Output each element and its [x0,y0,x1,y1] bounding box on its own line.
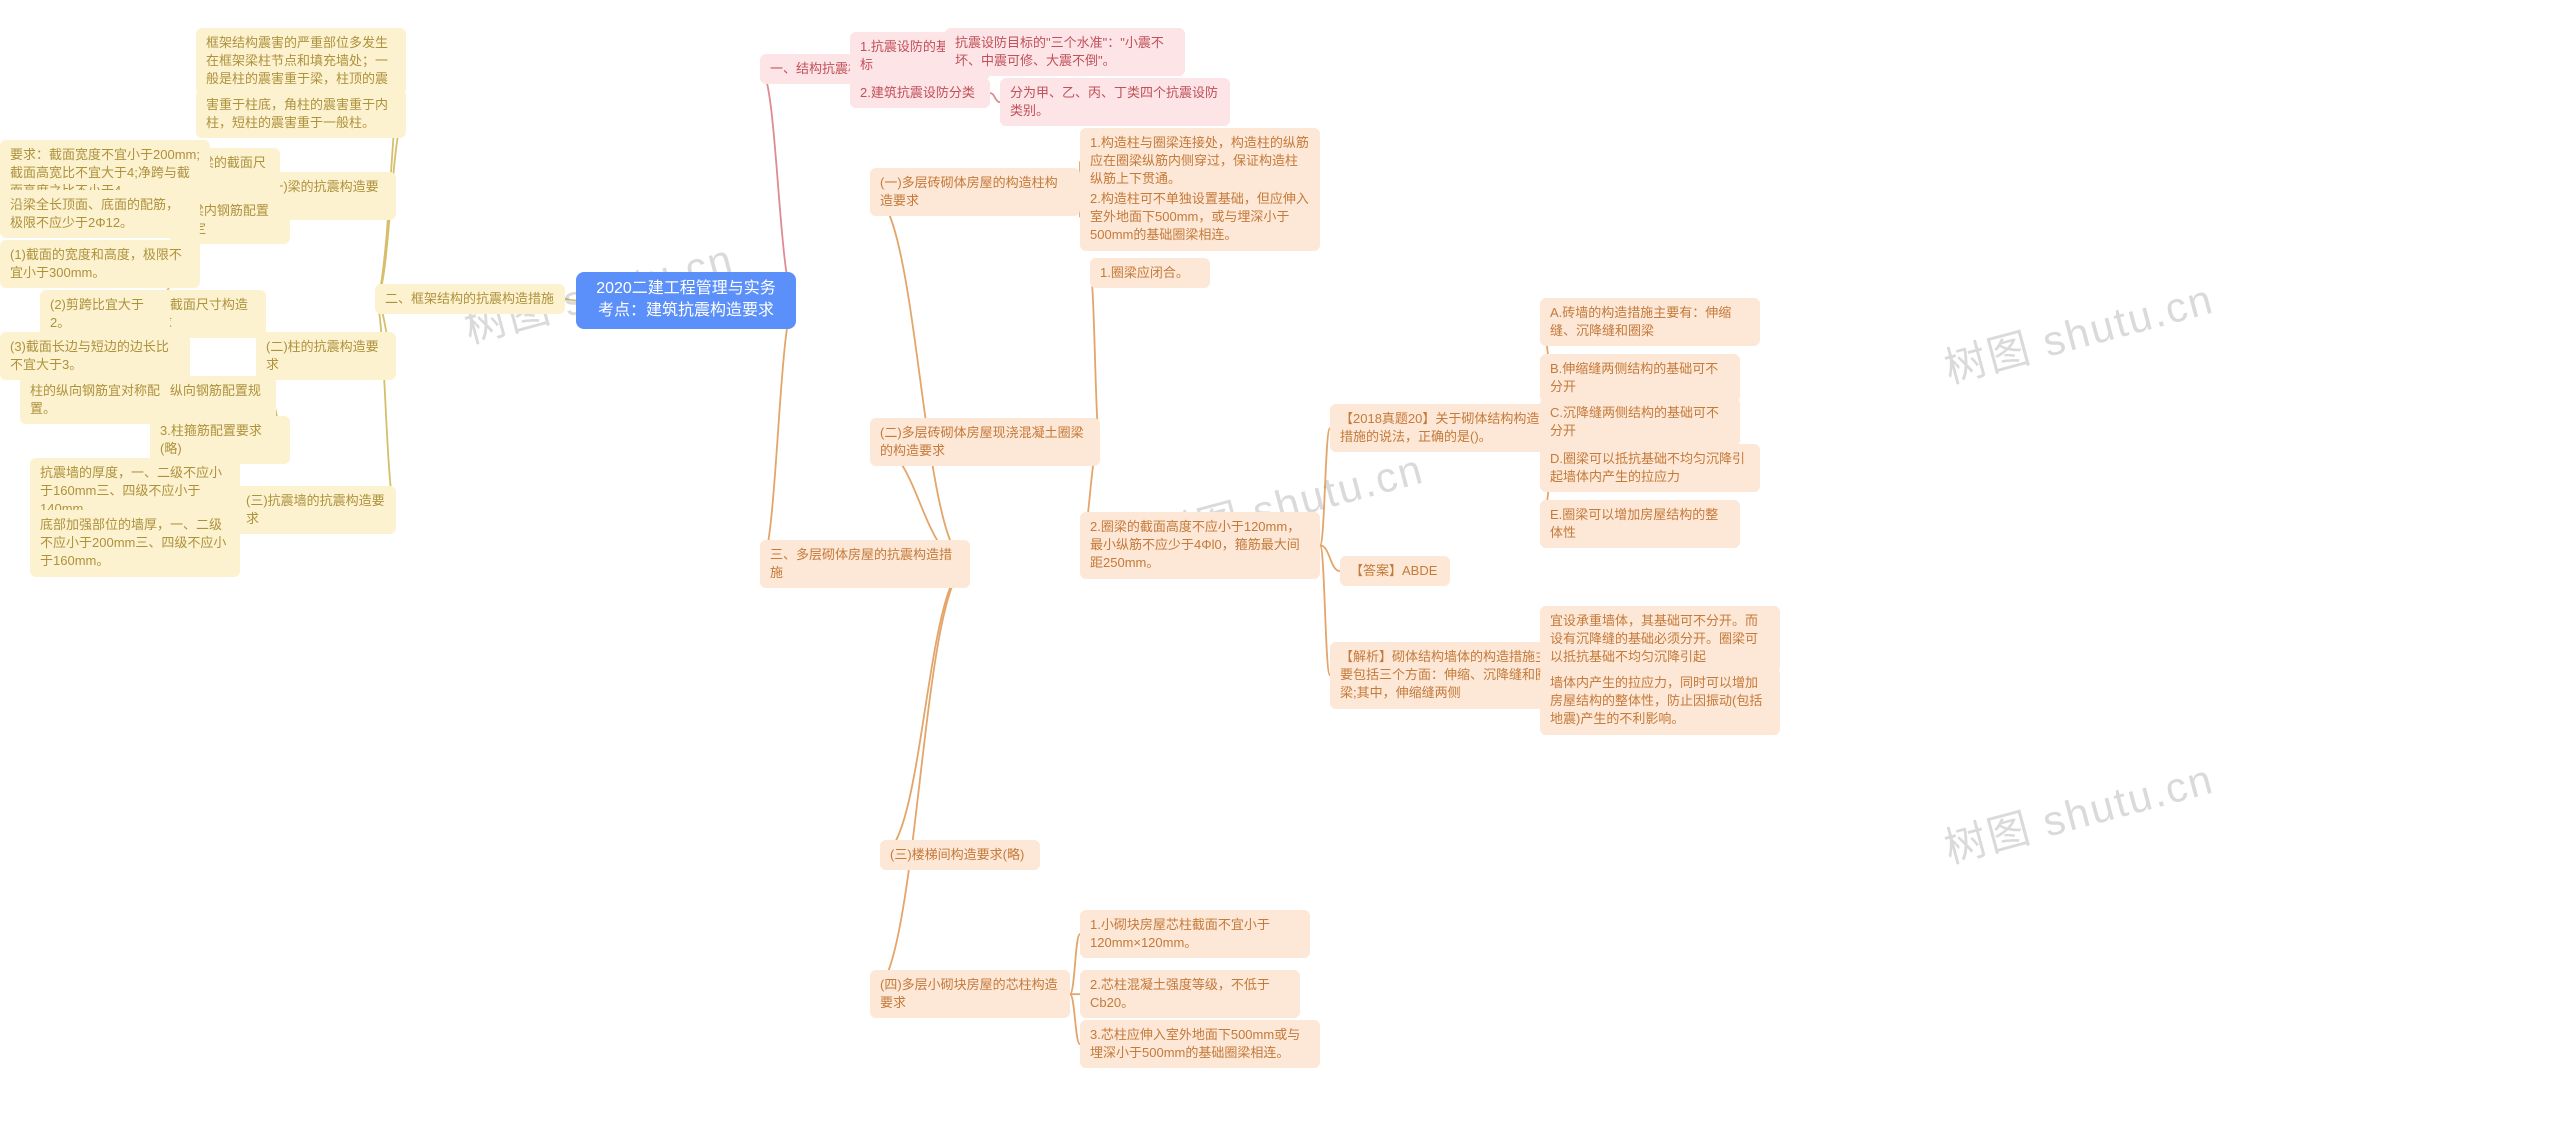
mindmap-node: 墙体内产生的拉应力，同时可以增加房屋结构的整体性，防止因振动(包括地震)产生的不… [1540,668,1780,735]
mindmap-node: 柱的纵向钢筋宜对称配置。 [20,376,170,424]
mindmap-node: (二)多层砖砌体房屋现浇混凝土圈梁的构造要求 [870,418,1100,466]
edge [760,69,796,300]
mindmap-node: 分为甲、乙、丙、丁类四个抗震设防类别。 [1000,78,1230,126]
mindmap-node: (二)柱的抗震构造要求 [256,332,396,380]
edge [1070,994,1080,1044]
mindmap-node: 抗震设防目标的"三个水准"："小震不坏、中震可修、大震不倒"。 [945,28,1185,76]
edge [870,192,970,564]
edge [990,93,1000,102]
mindmap-node: 三、多层砌体房屋的抗震构造措施 [760,540,970,588]
mindmap-node: (3)截面长边与短边的边长比不宜大于3。 [0,332,190,380]
mindmap-node: (一)多层砖砌体房屋的构造柱构造要求 [870,168,1080,216]
mindmap-node: 害重于柱底，角柱的震害重于内柱，短柱的震害重于一般柱。 [196,90,406,138]
mindmap-node: 【答案】ABDE [1340,556,1450,586]
edge [1320,545,1330,675]
mindmap-node: A.砖墙的构造措施主要有：伸缩缝、沉降缝和圈梁 [1540,298,1760,346]
mindmap-node: 2.芯柱混凝土强度等级，不低于Cb20。 [1080,970,1300,1018]
edge [880,564,970,855]
mindmap-node: 1.圈梁应闭合。 [1090,258,1210,288]
mindmap-node: 2.建筑抗震设防分类 [850,78,990,108]
mindmap-node: 二、框架结构的抗震构造措施 [375,284,565,314]
mindmap-node: 1.小砌块房屋芯柱截面不宜小于120mm×120mm。 [1080,910,1310,958]
mindmap-node: (三)楼梯间构造要求(略) [880,840,1040,870]
mindmap-node: E.圈梁可以增加房屋结构的整体性 [1540,500,1740,548]
mindmap-node: 框架结构震害的严重部位多发生在框架梁柱节点和填充墙处；一般是柱的震害重于梁，柱顶… [196,28,406,95]
root-node: 2020二建工程管理与实务 考点：建筑抗震构造要求 [576,272,796,329]
mindmap-node: 2.构造柱可不单独设置基础，但应伸入室外地面下500mm，或与埋深小于500mm… [1080,184,1320,251]
mindmap-node: D.圈梁可以抵抗基础不均匀沉降引起墙体内产生的拉应力 [1540,444,1760,492]
mindmap-node: 沿梁全长顶面、底面的配筋，极限不应少于2Φ12。 [0,190,200,238]
mindmap-node: C.沉降缝两侧结构的基础可不分开 [1540,398,1740,446]
edge [1090,273,1100,442]
mindmap-node: B.伸缩缝两侧结构的基础可不分开 [1540,354,1740,402]
mindmap-node: (四)多层小砌块房屋的芯柱构造要求 [870,970,1070,1018]
mindmap-node: (1)截面的宽度和高度，极限不宜小于300mm。 [0,240,200,288]
mindmap-node: 2.圈梁的截面高度不应小于120mm，最小纵筋不应少于4Φl0，箍筋最大间距25… [1080,512,1320,579]
edge [565,299,576,300]
mindmap-node: 【2018真题20】关于砌体结构构造措施的说法，正确的是()。 [1330,404,1560,452]
mindmap-node: 3.芯柱应伸入室外地面下500mm或与埋深小于500mm的基础圈梁相连。 [1080,1020,1320,1068]
edge [760,300,796,564]
mindmap-node: 【解析】砌体结构墙体的构造措施主要包括三个方面：伸缩、沉降缝和圈梁;其中，伸缩缝… [1330,642,1570,709]
mindmap-node: 底部加强部位的墙厚，一、二级不应小于200mm三、四级不应小于160mm。 [30,510,240,577]
mindmap-node: (三)抗震墙的抗震构造要求 [236,486,396,534]
edge [870,564,970,994]
edge [1320,428,1330,545]
edge [1070,934,1080,994]
mindmap-node: 宜设承重墙体，其基础可不分开。而设有沉降缝的基础必须分开。圈梁可以抵抗基础不均匀… [1540,606,1780,673]
